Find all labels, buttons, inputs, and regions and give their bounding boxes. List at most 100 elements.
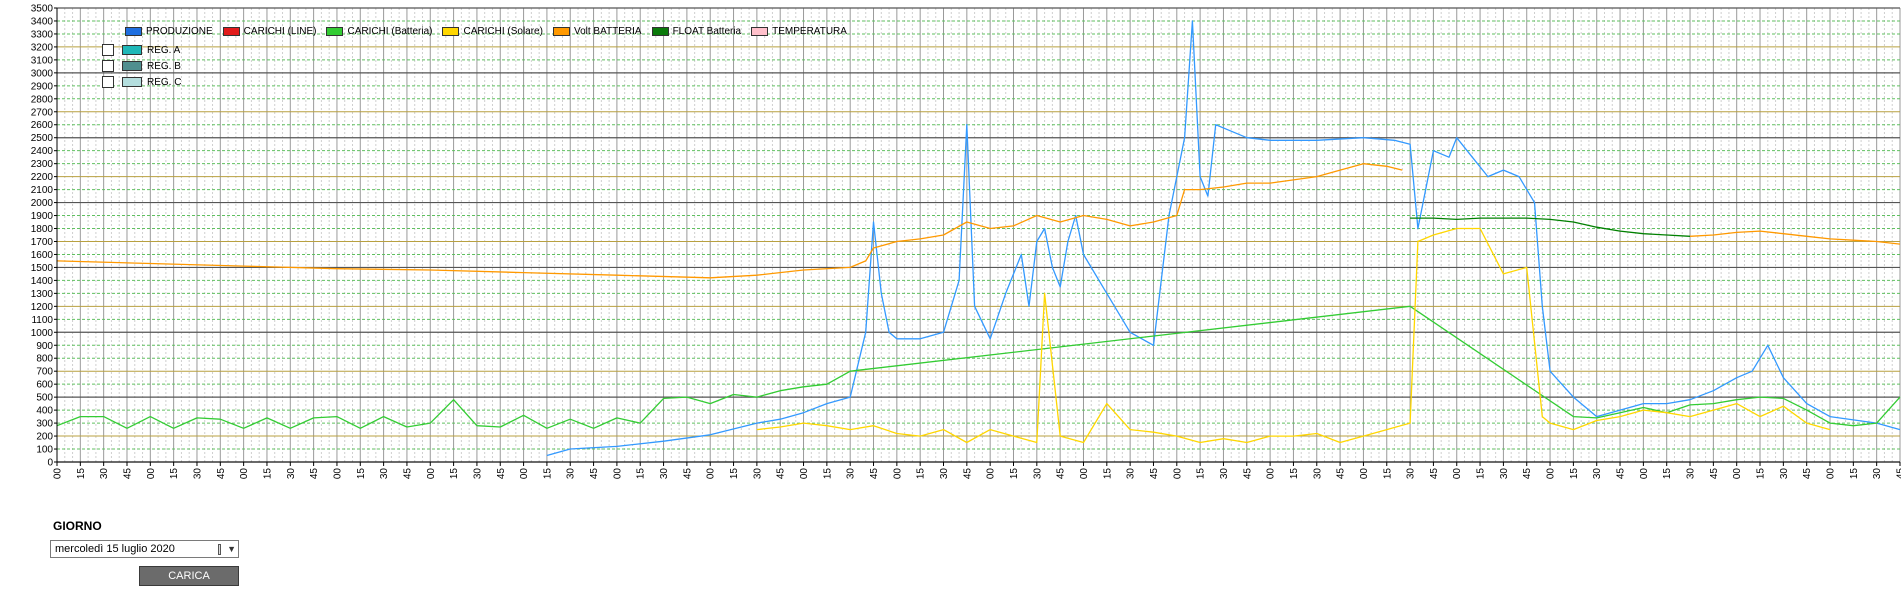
- y-tick-label: 2100: [31, 185, 54, 196]
- legend-item: Volt BATTERIA: [552, 25, 642, 37]
- legend-label: Volt BATTERIA: [573, 25, 642, 37]
- x-tick-label: 17:30: [1686, 468, 1697, 480]
- x-tick-label: 16:00: [1546, 468, 1557, 480]
- series-line-carichi-solare: [756, 227, 1831, 444]
- y-tick-label: 0: [47, 458, 53, 469]
- reg-row[interactable]: REG. C: [102, 76, 181, 88]
- x-tick-label: 03:00: [332, 468, 343, 480]
- x-tick-label: 10:15: [1009, 468, 1020, 480]
- x-tick-label: 11:00: [1079, 468, 1090, 480]
- x-tick-label: 16:15: [1569, 468, 1580, 480]
- legend-item: TEMPERATURA: [751, 26, 847, 37]
- x-tick-label: 13:30: [1312, 468, 1323, 480]
- reg-row[interactable]: REG. B: [102, 60, 181, 72]
- x-tick-label: 11:15: [1102, 468, 1113, 480]
- x-tick-label: 08:30: [846, 468, 857, 480]
- x-tick-label: 10:00: [986, 468, 997, 480]
- y-tick-label: 500: [36, 393, 53, 404]
- x-tick-label: 01:30: [192, 468, 203, 480]
- legend-label: CARICHI (LINE): [243, 25, 317, 37]
- reg-checkbox[interactable]: [102, 60, 114, 72]
- calendar-icon: [218, 543, 222, 555]
- x-tick-label: 08:15: [822, 468, 833, 480]
- y-tick-label: 600: [36, 380, 53, 391]
- date-picker[interactable]: mercoledì 15 luglio 2020 ▼: [50, 540, 239, 558]
- x-tick-label: 06:45: [682, 468, 693, 480]
- x-tick-label: 13:45: [1336, 468, 1347, 480]
- x-tick-label: 18:15: [1756, 468, 1767, 480]
- legend-label: FLOAT Batteria: [672, 25, 742, 37]
- x-tick-label: 13:15: [1289, 468, 1300, 480]
- legend-item: CARICHI (Solare): [442, 25, 543, 37]
- x-tick-label: 11:30: [1126, 468, 1137, 480]
- y-tick-label: 200: [36, 432, 53, 443]
- legend-item: CARICHI (LINE): [222, 25, 317, 37]
- x-tick-label: 16:30: [1592, 468, 1603, 480]
- y-tick-label: 2600: [31, 120, 54, 131]
- legend-swatch: [326, 26, 344, 36]
- legend-label: CARICHI (Solare): [463, 25, 543, 37]
- date-text: mercoledì 15 luglio 2020: [55, 543, 175, 555]
- x-tick-label: 04:30: [472, 468, 483, 480]
- x-tick-label: 00:30: [99, 468, 110, 480]
- reg-checkbox[interactable]: [102, 76, 114, 88]
- x-tick-label: 07:15: [729, 468, 740, 480]
- y-tick-label: 3200: [31, 42, 54, 53]
- x-tick-label: 17:00: [1639, 468, 1650, 480]
- legend-item: FLOAT Batteria: [651, 25, 742, 37]
- x-tick-label: 19:00: [1826, 468, 1837, 480]
- chart-area: 0 100 200 300 400 500 600 700 800 900 1000 1100 1200…: [31, 4, 1901, 481]
- reg-checkbox[interactable]: [102, 44, 114, 56]
- chart-legend: PRODUZIONE CARICHI (LINE) CARICHI (Batteri…: [125, 23, 857, 39]
- plot-background: [57, 8, 1900, 462]
- x-tick-label: 09:45: [962, 468, 973, 480]
- calendar-dropdown-button[interactable]: ▼: [214, 542, 236, 556]
- legend-swatch: [552, 26, 570, 36]
- legend-item: CARICHI (Batteria): [326, 26, 432, 37]
- series-line-carichi-batteria: [56, 305, 1901, 429]
- x-tick-label: 07:00: [706, 468, 717, 480]
- y-tick-label: 2400: [31, 146, 54, 157]
- chevron-down-icon: ▼: [227, 544, 236, 554]
- reg-swatch: [122, 61, 142, 71]
- series-line-produzione: [546, 20, 1901, 457]
- x-tick-label: 12:00: [1172, 468, 1183, 480]
- x-tick-label: 02:00: [239, 468, 250, 480]
- x-tick-label: 08:00: [799, 468, 810, 480]
- y-tick-label: 1700: [31, 237, 54, 248]
- y-tick-label: 3000: [31, 68, 54, 79]
- x-tick-label: 05:30: [566, 468, 577, 480]
- x-tick-label: 09:30: [939, 468, 950, 480]
- legend-label: PRODUZIONE: [146, 25, 213, 37]
- x-tick-label: 19:30: [1872, 468, 1883, 480]
- reg-row[interactable]: REG. A: [102, 44, 180, 56]
- x-tick-label: 02:45: [309, 468, 320, 480]
- x-tick-label: 00:45: [122, 468, 133, 480]
- y-tick-label: 700: [36, 367, 53, 378]
- y-tick-label: 2700: [31, 107, 54, 118]
- x-tick-label: 16:45: [1616, 468, 1627, 480]
- y-tick-label: 2500: [31, 133, 54, 144]
- x-tick-label: 12:30: [1219, 468, 1230, 480]
- x-tick-label: 00:15: [76, 468, 87, 480]
- x-tick-label: 10:30: [1032, 468, 1043, 480]
- reg-label: REG. C: [147, 76, 182, 88]
- reg-swatch: [122, 77, 142, 87]
- x-tick-label: 06:00: [612, 468, 623, 480]
- x-tick-label: 02:15: [262, 468, 273, 480]
- series-line-volt-batteria-late: [1689, 230, 1901, 245]
- x-tick-label: 01:15: [169, 468, 180, 480]
- y-tick-label: 3300: [31, 29, 54, 40]
- y-tick-label: 2000: [31, 198, 54, 209]
- series-line-volt-batteria: [56, 163, 1403, 279]
- y-tick-label: 300: [36, 419, 53, 430]
- x-tick-label: 15:00: [1452, 468, 1463, 480]
- x-tick-label: 04:00: [426, 468, 437, 480]
- y-tick-label: 2300: [31, 159, 54, 170]
- x-tick-label: 15:45: [1522, 468, 1533, 480]
- x-tick-label: 07:30: [752, 468, 763, 480]
- reg-label: REG. B: [147, 60, 181, 72]
- carica-button[interactable]: CARICA: [139, 566, 239, 586]
- x-tick-label: 14:45: [1429, 468, 1440, 480]
- legend-item: PRODUZIONE: [125, 26, 213, 37]
